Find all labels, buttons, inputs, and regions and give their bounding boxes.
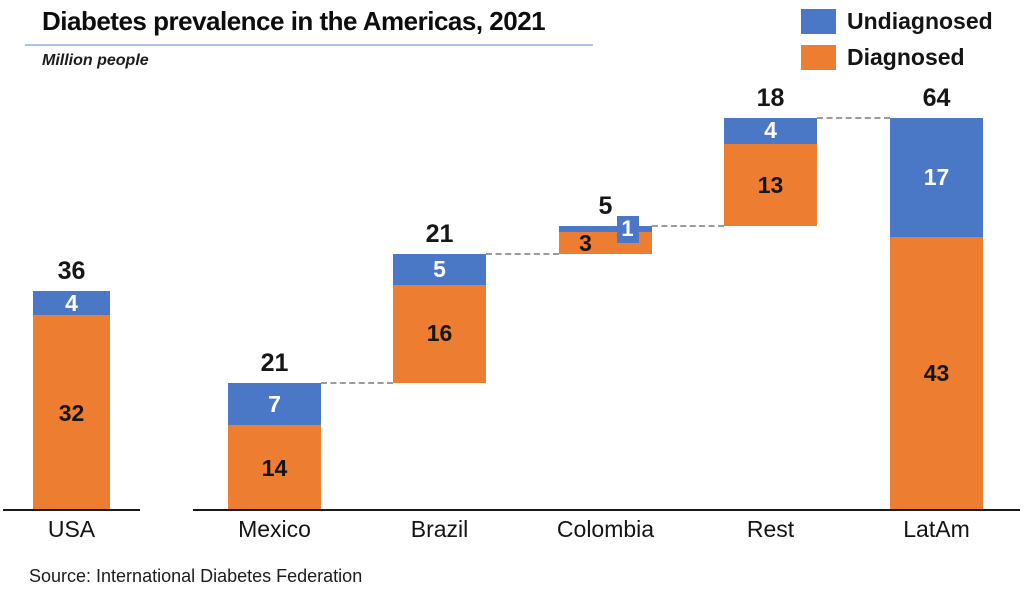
waterfall-connector-3 xyxy=(652,224,724,227)
bar-colombia-total-label: 5 xyxy=(598,191,613,220)
latam-axis-line xyxy=(193,509,1020,511)
bar-mexico-diagnosed-segment: 14 xyxy=(228,425,321,511)
x-axis-label-mexico: Mexico xyxy=(238,516,311,542)
bar-rest-diagnosed-segment: 13 xyxy=(724,144,817,226)
chart-title: Diabetes prevalence in the Americas, 202… xyxy=(42,6,546,36)
undiagnosed-swatch-icon xyxy=(801,9,836,34)
bar-usa-diagnosed-segment: 32 xyxy=(33,315,110,511)
bar-latam-diagnosed-segment: 43 xyxy=(890,236,983,511)
bar-rest-total-label: 18 xyxy=(756,83,785,112)
x-axis-label-rest: Rest xyxy=(746,516,795,542)
bar-mexico-total-label: 21 xyxy=(260,348,289,377)
bar-usa-undiagnosed-segment: 4 xyxy=(33,291,110,316)
waterfall-connector-4 xyxy=(817,116,890,119)
bar-mexico-undiagnosed-segment: 7 xyxy=(228,382,321,426)
chart-subtitle: Million people xyxy=(42,52,149,69)
title-underline xyxy=(25,44,593,46)
bar-colombia-diagnosed-label: 3 xyxy=(579,230,592,257)
bar-usa-total-label: 36 xyxy=(57,257,86,286)
x-axis-label-usa: USA xyxy=(47,516,96,542)
legend-item-diagnosed: Diagnosed xyxy=(801,44,993,71)
bar-brazil-undiagnosed-segment: 5 xyxy=(393,254,486,285)
x-axis-label-latam: LatAm xyxy=(903,516,970,542)
bar-latam-total-label: 64 xyxy=(922,83,951,112)
diagnosed-swatch-icon xyxy=(801,45,836,70)
x-axis-label-colombia: Colombia xyxy=(556,516,655,542)
legend: Undiagnosed Diagnosed xyxy=(801,8,993,80)
bar-colombia-undiagnosed-label-badge: 1 xyxy=(616,215,639,243)
bar-rest-undiagnosed-segment: 4 xyxy=(724,117,817,145)
legend-item-undiagnosed: Undiagnosed xyxy=(801,8,993,35)
bar-brazil-total-label: 21 xyxy=(425,220,454,249)
waterfall-connector-2 xyxy=(486,253,559,256)
x-axis-label-brazil: Brazil xyxy=(410,516,469,542)
usa-axis-line xyxy=(3,509,140,511)
bar-latam-undiagnosed-segment: 17 xyxy=(890,117,983,237)
bar-brazil-diagnosed-segment: 16 xyxy=(393,284,486,383)
legend-label-diagnosed: Diagnosed xyxy=(847,44,965,70)
legend-label-undiagnosed: Undiagnosed xyxy=(847,8,993,34)
bar-colombia-undiagnosed-segment xyxy=(559,225,652,233)
waterfall-connector-1 xyxy=(321,381,393,384)
source-note: Source: International Diabetes Federatio… xyxy=(29,566,363,586)
